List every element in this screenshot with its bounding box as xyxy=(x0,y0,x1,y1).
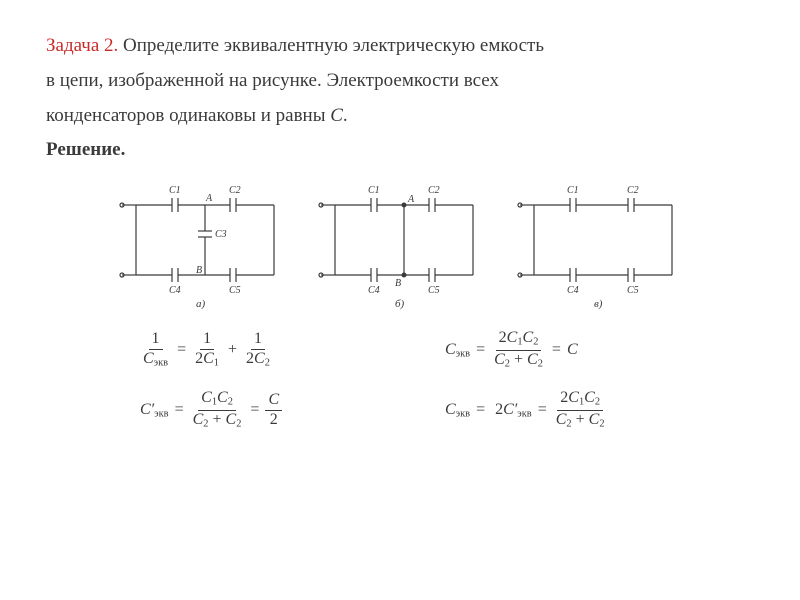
sublabel-b: б) xyxy=(395,298,405,310)
page-root: Задача 2. Определите эквивалентную элект… xyxy=(0,0,800,440)
circuit-v: C1 C2 C4 C5 в) xyxy=(512,175,687,310)
formulas-grid: 1 Сэкв = 1 2С1 + 1 2С2 Сэкв = 2С1С2 С2 +… xyxy=(140,330,660,430)
sublabel-v: в) xyxy=(594,298,603,310)
lbl-c5b: C5 xyxy=(428,285,440,296)
lbl-c4: C4 xyxy=(169,285,181,296)
problem-line3: конденсаторов одинаковы и равны xyxy=(46,105,330,126)
lbl-c5v: C5 xyxy=(627,285,639,296)
lbl-ab: A xyxy=(407,194,415,205)
problem-title: Задача 2. xyxy=(46,35,118,56)
period: . xyxy=(343,105,348,126)
problem-line1: Определите эквивалентную электрическую е… xyxy=(118,35,544,56)
circuit-b: C1 C2 C4 C5 A B б) xyxy=(313,175,488,310)
problem-line2: в цепи, изображенной на рисунке. Электро… xyxy=(46,70,499,91)
lbl-b: B xyxy=(196,265,202,276)
lbl-c4b: C4 xyxy=(368,285,380,296)
lbl-c4v: C4 xyxy=(567,285,579,296)
problem-statement: Задача 2. Определите эквивалентную элект… xyxy=(46,28,754,133)
lbl-c2: C2 xyxy=(229,185,241,196)
lbl-c2b: C2 xyxy=(428,185,440,196)
formula-1: 1 Сэкв = 1 2С1 + 1 2С2 xyxy=(140,330,355,370)
lbl-c2v: C2 xyxy=(627,185,639,196)
lbl-c1v: C1 xyxy=(567,185,579,196)
var-c: С xyxy=(330,105,343,126)
formula-4: Сэкв = 2С′экв = 2С1С2 С2 + С2 xyxy=(445,390,660,430)
lbl-c1: C1 xyxy=(169,185,181,196)
solution-label: Решение. xyxy=(46,139,754,161)
circuit-a: C1 C2 C3 C4 C5 A B а) xyxy=(114,175,289,310)
formula-2: Сэкв = 2С1С2 С2 + С2 = С xyxy=(445,330,660,370)
lbl-c1b: C1 xyxy=(368,185,380,196)
diagrams-row: C1 C2 C3 C4 C5 A B а) xyxy=(46,175,754,310)
formula-3: С′экв = С1С2 С2 + С2 = С 2 xyxy=(140,390,355,430)
lbl-c3: C3 xyxy=(215,229,227,240)
lbl-a: A xyxy=(205,193,213,204)
lbl-c5: C5 xyxy=(229,285,241,296)
lbl-bb: B xyxy=(395,278,401,289)
sublabel-a: а) xyxy=(196,298,206,310)
